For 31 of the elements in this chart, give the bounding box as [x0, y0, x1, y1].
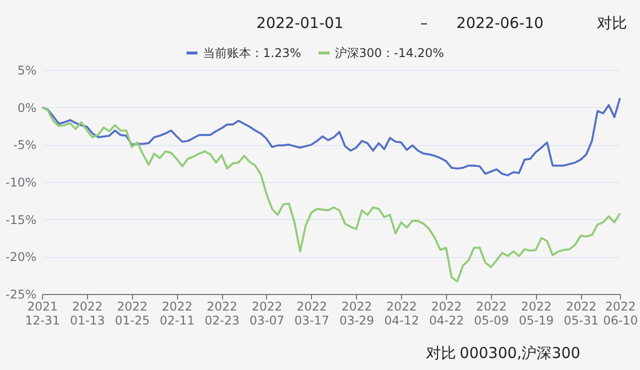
text: 对比: [426, 344, 456, 362]
line-series: [41, 106, 621, 282]
text: –: [420, 14, 428, 32]
text: 对比: [597, 14, 627, 32]
x-tick-label: 2022 03-17: [294, 300, 330, 328]
y-tick-label: -10%: [5, 176, 36, 190]
x-tick-label: 2022 01-25: [114, 300, 150, 328]
x-tick-label: 2022 04-22: [429, 300, 464, 328]
y-tick-label: 0%: [17, 100, 36, 115]
x-tick-label: 2022 05-19: [518, 300, 554, 328]
y-tick-label: -25%: [5, 288, 36, 302]
x-tick-label: 2022 05-09: [474, 300, 509, 328]
x-tick-label: 2022 01-13: [70, 300, 105, 328]
x-tick-label: 2022 02-23: [204, 300, 240, 328]
x-tick-label: 2022 05-31: [564, 300, 599, 328]
y-tick-label: 5%: [17, 64, 36, 78]
x-tick-label: 2022 03-07: [250, 300, 284, 328]
y-tick-label: -20%: [5, 250, 36, 264]
x-tick-label: 2021 12-31: [25, 300, 60, 328]
x-tick-label: 2022 06-10: [603, 300, 638, 328]
text: 2022-01-01: [256, 14, 344, 32]
y-tick-label: -15%: [5, 212, 36, 227]
x-tick-label: 2022 03-29: [339, 300, 374, 328]
text: 000300,沪深300: [460, 344, 580, 362]
legend-label: 当前账本：1.23%: [203, 46, 302, 60]
legend-label: 沪深300：-14.20%: [335, 46, 444, 60]
x-tick-label: 2022 04-12: [384, 300, 420, 328]
y-tick-label: -5%: [13, 138, 36, 152]
x-tick-label: 2022 02-11: [160, 300, 195, 328]
line-series: [41, 97, 621, 176]
text: 2022-06-10: [456, 14, 544, 32]
